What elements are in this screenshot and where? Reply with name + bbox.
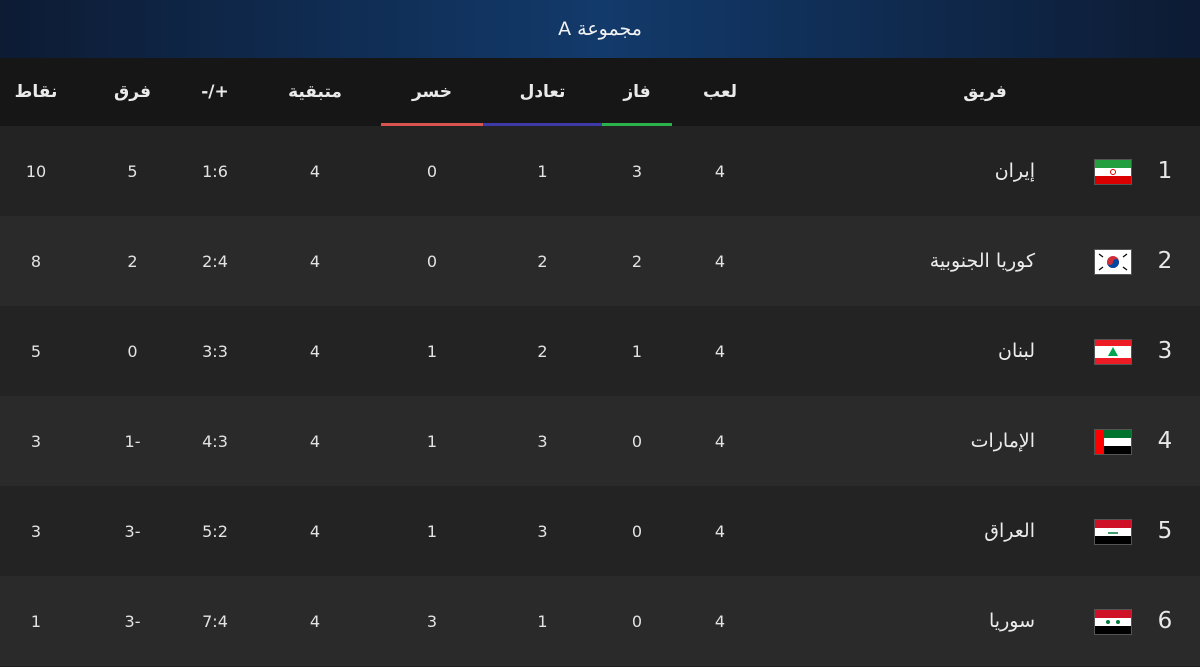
syria-flag-icon xyxy=(1094,609,1132,635)
played: 4 xyxy=(714,161,726,181)
remaining: 4 xyxy=(309,431,321,451)
played: 4 xyxy=(714,251,726,271)
drawn: 3 xyxy=(537,431,548,451)
goal-diff: -1 xyxy=(124,431,141,451)
points: 3 xyxy=(30,431,42,451)
team-name[interactable]: الإمارات xyxy=(970,430,1035,452)
lebanon-flag-icon xyxy=(1094,339,1132,365)
won: 1 xyxy=(631,341,643,361)
goals: 3:3 xyxy=(202,341,228,361)
lost-underline xyxy=(381,123,483,126)
header-won[interactable]: فاز xyxy=(623,82,651,102)
rank: 5 xyxy=(1157,518,1173,544)
goals: 4:3 xyxy=(202,431,228,451)
goals: 5:2 xyxy=(202,521,228,541)
goal-diff: 0 xyxy=(127,341,138,361)
lost: 1 xyxy=(426,521,438,541)
lost: 1 xyxy=(426,431,438,451)
table-row[interactable]: 4 الإمارات 4 0 3 1 4 4:3 -1 3 xyxy=(0,396,1200,486)
table-row[interactable]: 3 لبنان 4 1 2 1 4 3:3 0 5 xyxy=(0,306,1200,396)
won: 0 xyxy=(631,611,643,631)
drawn: 1 xyxy=(537,611,548,631)
lost: 1 xyxy=(426,341,438,361)
uae-flag-icon xyxy=(1094,429,1132,455)
points: 3 xyxy=(30,521,42,541)
team-name[interactable]: العراق xyxy=(984,520,1035,542)
header-remaining[interactable]: متبقية xyxy=(288,82,342,102)
remaining: 4 xyxy=(309,341,321,361)
rank: 4 xyxy=(1157,428,1173,454)
team-name[interactable]: لبنان xyxy=(998,340,1035,362)
table-row[interactable]: 6 سوريا 4 0 1 3 4 7:4 -3 1 xyxy=(0,576,1200,666)
group-title: مجموعة A xyxy=(558,18,642,40)
drawn: 3 xyxy=(537,521,548,541)
remaining: 4 xyxy=(309,161,321,181)
points: 1 xyxy=(30,611,42,631)
lost: 0 xyxy=(426,161,438,181)
goal-diff: 2 xyxy=(127,251,138,271)
goals: 1:6 xyxy=(202,161,228,181)
team-name[interactable]: إيران xyxy=(994,160,1035,182)
south-korea-flag-icon xyxy=(1094,249,1132,275)
won: 0 xyxy=(631,521,643,541)
won: 3 xyxy=(631,161,643,181)
header-diff[interactable]: فرق xyxy=(114,82,151,102)
table-row[interactable]: 1 إيران 4 3 1 0 4 1:6 5 10 xyxy=(0,126,1200,216)
won: 2 xyxy=(631,251,643,271)
team-name[interactable]: كوريا الجنوبية xyxy=(929,250,1035,272)
iran-flag-icon xyxy=(1094,159,1132,185)
table-row[interactable]: 2 كوريا الجنوبية 4 2 2 0 4 2:4 2 8 xyxy=(0,216,1200,306)
goals: 2:4 xyxy=(202,251,228,271)
header-played[interactable]: لعب xyxy=(703,82,737,102)
rank: 2 xyxy=(1157,248,1173,274)
drawn: 2 xyxy=(537,341,548,361)
group-title-bar: مجموعة A xyxy=(0,0,1200,58)
iraq-flag-icon xyxy=(1094,519,1132,545)
standings-header: فريق لعب فاز تعادل خسر متبقية +/- فرق نق… xyxy=(0,58,1200,126)
team-name[interactable]: سوريا xyxy=(989,610,1035,632)
points: 8 xyxy=(30,251,42,271)
goal-diff: -3 xyxy=(124,611,141,631)
points: 5 xyxy=(30,341,42,361)
header-drawn[interactable]: تعادل xyxy=(519,82,566,102)
header-team[interactable]: فريق xyxy=(963,82,1007,102)
goal-diff: -3 xyxy=(124,521,141,541)
drawn-underline xyxy=(483,123,602,126)
rank: 3 xyxy=(1157,338,1173,364)
goals: 7:4 xyxy=(202,611,228,631)
won: 0 xyxy=(631,431,643,451)
header-lost[interactable]: خسر xyxy=(411,82,453,102)
played: 4 xyxy=(714,431,726,451)
table-row[interactable]: 5 العراق 4 0 3 1 4 5:2 -3 3 xyxy=(0,486,1200,576)
remaining: 4 xyxy=(309,251,321,271)
lost: 3 xyxy=(426,611,438,631)
played: 4 xyxy=(714,611,726,631)
remaining: 4 xyxy=(309,521,321,541)
rank: 1 xyxy=(1157,158,1173,184)
played: 4 xyxy=(714,341,726,361)
remaining: 4 xyxy=(309,611,321,631)
points: 10 xyxy=(25,161,47,181)
won-underline xyxy=(602,123,672,126)
lost: 0 xyxy=(426,251,438,271)
header-points[interactable]: نقاط xyxy=(14,82,58,102)
rank: 6 xyxy=(1157,608,1173,634)
header-goals[interactable]: +/- xyxy=(201,82,229,102)
drawn: 2 xyxy=(537,251,548,271)
drawn: 1 xyxy=(537,161,548,181)
goal-diff: 5 xyxy=(127,161,138,181)
played: 4 xyxy=(714,521,726,541)
